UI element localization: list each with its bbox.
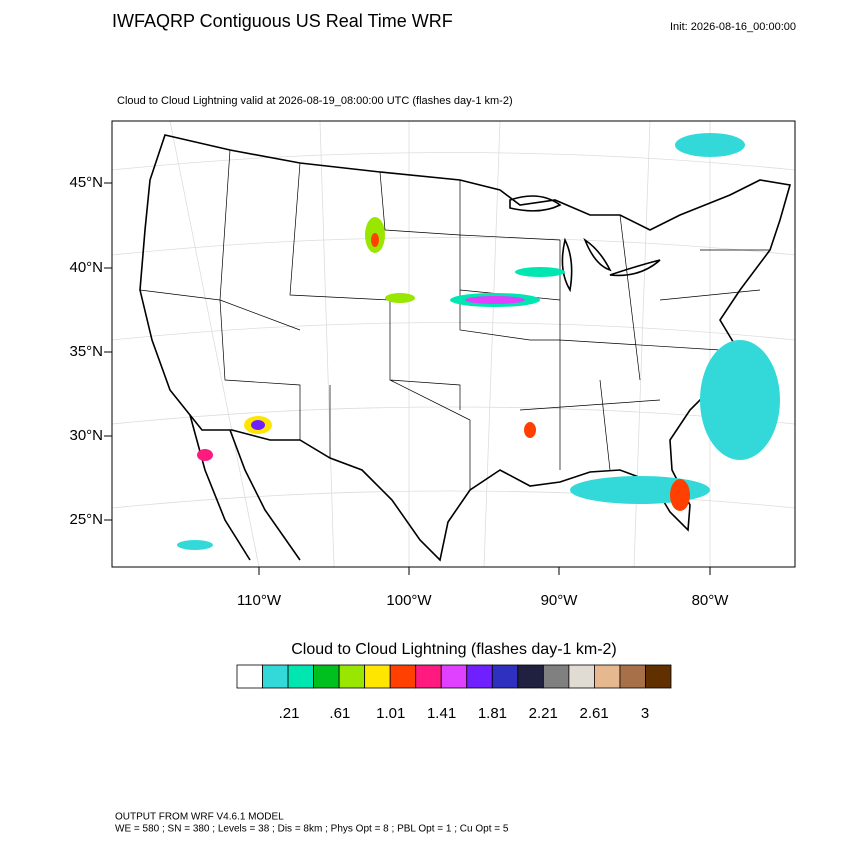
great-lakes bbox=[509, 195, 661, 293]
lon-label: 100°W bbox=[386, 592, 432, 609]
colorbar: .21 .61 1.01 1.41 1.81 2.21 2.61 3 bbox=[236, 664, 672, 722]
lightning-areas bbox=[177, 133, 780, 550]
init-time: Init: 2026-08-16_00:00:00 bbox=[670, 21, 796, 33]
colorbar-label: .21 bbox=[279, 705, 300, 722]
color-swatch bbox=[313, 664, 340, 689]
lat-label: 30°N bbox=[69, 427, 103, 444]
color-swatch bbox=[466, 664, 493, 689]
color-swatch bbox=[568, 664, 595, 689]
footer-line: WE = 580 ; SN = 380 ; Levels = 38 ; Dis … bbox=[115, 824, 509, 835]
colorbar-label: 1.01 bbox=[376, 705, 405, 722]
colorbar-label: .61 bbox=[329, 705, 350, 722]
colorbar-label: 1.81 bbox=[478, 705, 507, 722]
color-swatch bbox=[338, 664, 366, 689]
lon-label: 80°W bbox=[692, 592, 730, 609]
colorbar-title: Cloud to Cloud Lightning (flashes day-1 … bbox=[291, 641, 617, 658]
colorbar-label: 3 bbox=[641, 705, 649, 722]
color-swatch bbox=[262, 664, 289, 689]
lon-label: 110°W bbox=[237, 592, 282, 609]
state-borders bbox=[139, 149, 770, 490]
footer-line: OUTPUT FROM WRF V4.6.1 MODEL bbox=[115, 812, 284, 823]
color-swatch bbox=[542, 664, 570, 689]
colorbar-label: 2.21 bbox=[529, 705, 558, 722]
colorbar-label: 1.41 bbox=[427, 705, 456, 722]
color-swatch bbox=[517, 664, 544, 689]
lat-label: 40°N bbox=[69, 259, 103, 276]
lat-label: 25°N bbox=[69, 511, 103, 528]
color-swatch bbox=[389, 664, 417, 689]
graticule bbox=[112, 121, 795, 567]
color-swatch bbox=[491, 664, 519, 689]
color-swatch bbox=[440, 664, 468, 689]
color-swatch bbox=[645, 664, 672, 689]
lon-label: 90°W bbox=[541, 592, 579, 609]
color-swatch bbox=[619, 664, 646, 689]
color-swatch bbox=[287, 664, 314, 689]
coastline bbox=[139, 134, 792, 562]
mexico-coast bbox=[189, 414, 301, 561]
title: IWFAQRP Contiguous US Real Time WRF bbox=[112, 11, 453, 31]
color-swatch bbox=[594, 664, 621, 689]
color-swatch bbox=[415, 664, 442, 689]
color-swatch bbox=[364, 664, 391, 689]
lat-label: 35°N bbox=[69, 343, 103, 360]
map: 45°N 40°N 35°N 30°N 25°N 110°W 100°W 90°W 80°W bbox=[69, 120, 796, 609]
map-subtitle: Cloud to Cloud Lightning valid at 2026-0… bbox=[117, 95, 513, 107]
map-frame bbox=[111, 120, 796, 568]
colorbar-label: 2.61 bbox=[580, 705, 609, 722]
lat-label: 45°N bbox=[69, 174, 103, 191]
color-swatch bbox=[236, 664, 263, 689]
